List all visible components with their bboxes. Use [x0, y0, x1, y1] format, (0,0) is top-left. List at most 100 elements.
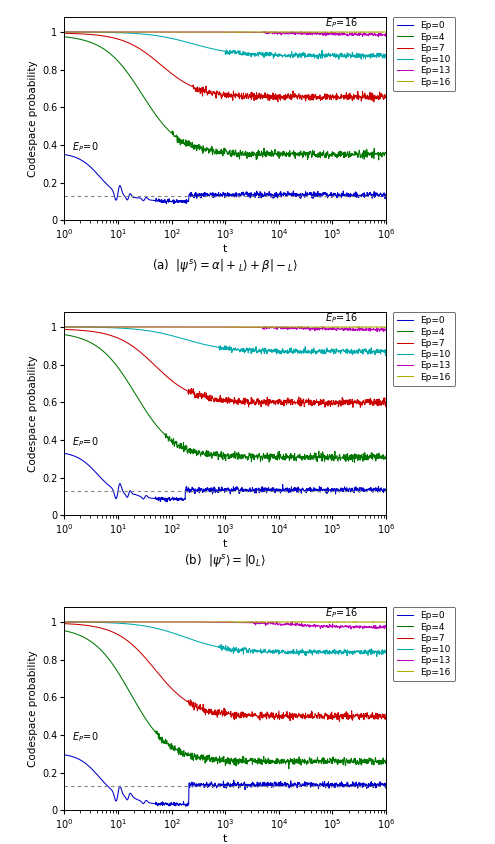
Ep=0	[61, 749, 67, 760]
Ep=16	[383, 617, 389, 627]
X-axis label: t: t	[223, 244, 227, 254]
Ep=10	[282, 51, 288, 61]
Ep=7	[312, 709, 318, 719]
Ep=4	[383, 755, 389, 765]
Ep=16	[313, 617, 319, 627]
Ep=0	[61, 448, 67, 458]
Ep=16	[223, 28, 229, 38]
X-axis label: t: t	[223, 538, 227, 549]
Ep=4	[383, 450, 389, 460]
Ep=16	[203, 322, 209, 332]
Ep=0	[313, 781, 319, 791]
Ep=4	[312, 451, 318, 461]
Ep=0	[94, 169, 100, 179]
Ep=13	[318, 620, 324, 630]
Ep=16	[192, 322, 198, 332]
Ep=16	[319, 322, 325, 332]
Ep=0	[171, 198, 177, 208]
Ep=4	[203, 754, 209, 764]
Ep=0	[94, 468, 100, 479]
Ep=10	[192, 636, 198, 646]
Y-axis label: Codespace probability: Codespace probability	[28, 355, 38, 472]
Ep=7	[282, 398, 288, 408]
Ep=13	[192, 322, 198, 332]
Ep=10	[94, 617, 100, 627]
Ep=0	[383, 779, 389, 789]
Ep=7	[318, 398, 324, 408]
Ep=16	[94, 617, 100, 627]
Ep=4	[282, 452, 288, 462]
Ep=13	[203, 27, 209, 37]
Ep=4	[282, 757, 288, 767]
Ep=7	[203, 707, 209, 717]
Ep=10	[61, 322, 67, 332]
Ep=4	[61, 329, 67, 339]
Ep=0	[183, 801, 189, 811]
Ep=13	[283, 28, 289, 38]
Line: Ep=10: Ep=10	[64, 622, 386, 657]
Ep=10	[192, 39, 198, 49]
Ep=4	[203, 452, 209, 462]
Line: Ep=4: Ep=4	[64, 37, 386, 160]
Ep=10	[61, 617, 67, 627]
Ep=4	[61, 32, 67, 42]
Line: Ep=0: Ep=0	[64, 453, 386, 501]
Ep=10	[318, 49, 324, 59]
Line: Ep=7: Ep=7	[64, 624, 386, 722]
Ep=13	[348, 624, 354, 634]
Ep=16	[94, 27, 100, 37]
Ep=16	[61, 322, 67, 332]
Ep=7	[337, 717, 343, 727]
Ep=7	[61, 619, 67, 629]
X-axis label: t: t	[223, 834, 227, 844]
Ep=16	[192, 27, 198, 37]
Ep=7	[203, 393, 209, 403]
Line: Ep=13: Ep=13	[64, 32, 386, 37]
Line: Ep=10: Ep=10	[64, 32, 386, 59]
Ep=13	[283, 322, 289, 333]
Line: Ep=10: Ep=10	[64, 327, 386, 355]
Line: Ep=4: Ep=4	[64, 334, 386, 463]
Line: Ep=7: Ep=7	[64, 329, 386, 408]
Ep=13	[61, 617, 67, 627]
Ep=7	[318, 711, 324, 722]
Ep=13	[313, 622, 319, 632]
Ep=4	[318, 149, 324, 160]
Ep=10	[383, 346, 389, 356]
Ep=7	[192, 84, 198, 94]
Ep=0	[192, 780, 198, 790]
Ep=10	[383, 645, 389, 655]
Ep=7	[94, 327, 100, 338]
Ep=13	[94, 27, 100, 37]
Ep=13	[283, 619, 289, 630]
Ep=4	[94, 641, 100, 652]
Ep=16	[383, 322, 389, 333]
Ep=10	[312, 646, 318, 656]
Ep=7	[318, 95, 324, 105]
Ep=10	[94, 27, 100, 37]
Ep=16	[222, 27, 228, 37]
Ep=7	[282, 93, 288, 103]
Ep=4	[94, 342, 100, 352]
Ep=16	[319, 27, 325, 37]
Ep=16	[313, 322, 319, 332]
Text: $E_P\!=\!0$: $E_P\!=\!0$	[72, 141, 99, 154]
Ep=10	[318, 347, 324, 357]
Ep=13	[313, 322, 319, 333]
Line: Ep=7: Ep=7	[64, 33, 386, 102]
Ep=4	[61, 625, 67, 636]
Ep=10	[336, 54, 342, 64]
Ep=0	[313, 190, 319, 200]
Ep=4	[192, 143, 198, 154]
Legend: Ep=0, Ep=4, Ep=7, Ep=10, Ep=13, Ep=16: Ep=0, Ep=4, Ep=7, Ep=10, Ep=13, Ep=16	[393, 311, 455, 387]
Ep=7	[312, 89, 318, 100]
Ep=4	[318, 759, 324, 769]
Ep=10	[282, 649, 288, 659]
Ep=16	[203, 27, 209, 37]
Ep=0	[383, 484, 389, 494]
Ep=7	[383, 90, 389, 100]
Ep=16	[319, 617, 325, 627]
Ep=13	[203, 617, 209, 627]
Ep=0	[283, 782, 289, 792]
Ep=16	[192, 617, 198, 627]
